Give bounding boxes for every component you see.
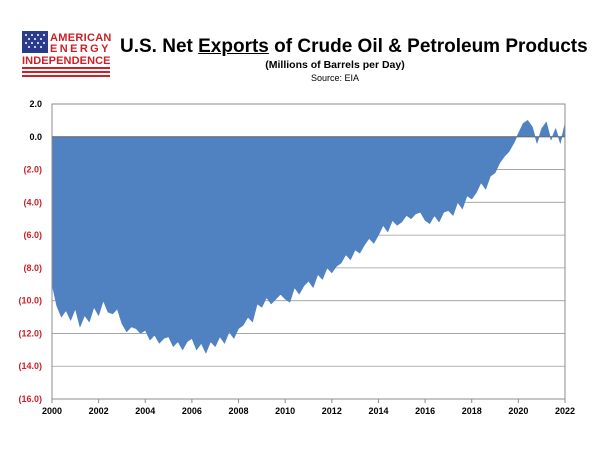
chart-source: Source: EIA: [310, 73, 360, 83]
y-tick-label: (10.0): [18, 296, 42, 306]
title-underlined: Exports: [198, 36, 269, 57]
y-tick-label: (14.0): [18, 361, 42, 371]
x-tick-label: 2004: [135, 406, 155, 416]
logo-text-energy: ENERGY: [50, 43, 111, 55]
y-tick-label: (16.0): [18, 394, 42, 404]
area-series: [51, 120, 566, 354]
axes: [51, 103, 566, 403]
x-tick-label: 2018: [462, 406, 482, 416]
x-tick-label: 2006: [182, 406, 202, 416]
data-area: [51, 120, 566, 354]
x-tick-label: 2010: [275, 406, 295, 416]
y-tick-label: 2.0: [29, 99, 42, 109]
y-tick-label: (2.0): [23, 165, 42, 175]
x-tick-label: 2000: [42, 406, 62, 416]
y-axis-ticks: 2.0 0.0 (2.0) (4.0) (6.0) (8.0) (10.0) (12.0) (1…: [18, 99, 42, 404]
x-tick-label: 2016: [415, 406, 435, 416]
x-tick-label: 2014: [368, 406, 388, 416]
logo-text-american: AMERICAN: [50, 32, 112, 44]
x-axis-ticks: 2000 2002 2004 2006 2008 2010 2012 2014 2016 2018…: [42, 406, 575, 416]
y-tick-label: (8.0): [23, 263, 42, 273]
title-post: of Crude Oil & Petroleum Products: [268, 36, 588, 57]
x-tick-label: 2008: [229, 406, 249, 416]
x-tick-label: 2020: [508, 406, 528, 416]
x-tick-label: 2022: [555, 406, 575, 416]
title-pre: U.S. Net: [120, 36, 199, 57]
x-tick-label: 2012: [322, 406, 342, 416]
chart-subtitle: (Millions of Barrels per Day): [265, 59, 405, 71]
chart-title: U.S. Net Exports of Crude Oil & Petroleu…: [120, 36, 588, 58]
y-tick-label: (6.0): [23, 230, 42, 240]
plot-frame: [51, 103, 566, 400]
american-flag-logo: [22, 31, 110, 79]
y-tick-label: (12.0): [18, 328, 42, 338]
logo-text-independence: INDEPENDENCE: [22, 55, 111, 67]
x-tick-label: 2002: [89, 406, 109, 416]
y-tick-label: 0.0: [29, 132, 42, 142]
y-tick-label: (4.0): [23, 197, 42, 207]
